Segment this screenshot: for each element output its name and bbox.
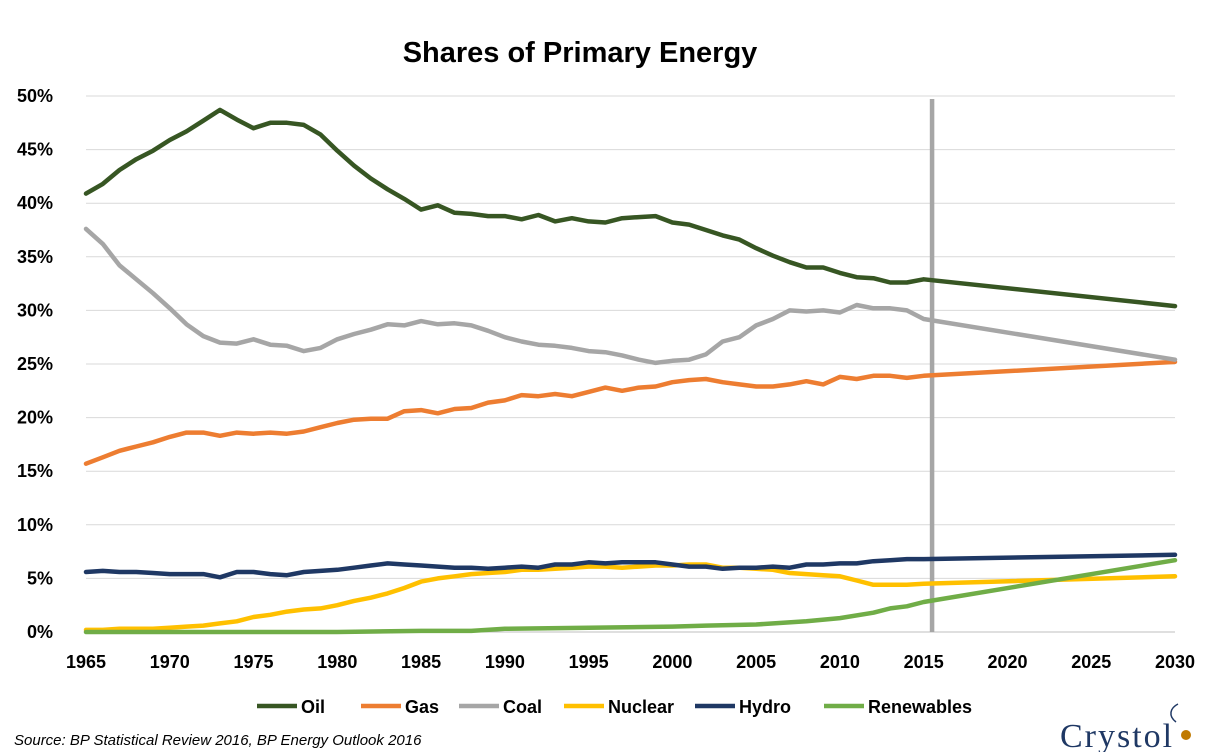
x-tick-label: 1985 bbox=[401, 652, 441, 672]
series-line-nuclear bbox=[83, 562, 1178, 633]
x-tick-label: 1975 bbox=[234, 652, 274, 672]
y-tick-label: 45% bbox=[17, 140, 53, 160]
legend-label-hydro: Hydro bbox=[739, 697, 791, 717]
x-tick-label: 2020 bbox=[987, 652, 1027, 672]
x-tick-label: 1965 bbox=[66, 652, 106, 672]
x-tick-label: 2010 bbox=[820, 652, 860, 672]
y-tick-label: 30% bbox=[17, 300, 53, 320]
x-tick-label: 2015 bbox=[904, 652, 944, 672]
crystol-logo: Crystol bbox=[1060, 703, 1191, 752]
legend-label-nuclear: Nuclear bbox=[608, 697, 674, 717]
y-tick-label: 0% bbox=[27, 622, 53, 642]
y-tick-label: 40% bbox=[17, 193, 53, 213]
x-tick-label: 1980 bbox=[317, 652, 357, 672]
series-line-oil bbox=[83, 107, 1178, 309]
x-tick-label: 1970 bbox=[150, 652, 190, 672]
x-tick-label: 1990 bbox=[485, 652, 525, 672]
y-tick-label: 50% bbox=[17, 86, 53, 106]
series-line-renewables bbox=[83, 557, 1178, 635]
x-tick-label: 2000 bbox=[652, 652, 692, 672]
y-tick-label: 15% bbox=[17, 461, 53, 481]
x-tick-label: 2025 bbox=[1071, 652, 1111, 672]
y-tick-label: 10% bbox=[17, 515, 53, 535]
series-line-hydro bbox=[83, 552, 1178, 580]
y-tick-label: 5% bbox=[27, 568, 53, 588]
x-tick-label: 2005 bbox=[736, 652, 776, 672]
source-note: Source: BP Statistical Review 2016, BP E… bbox=[14, 732, 422, 749]
series-lines bbox=[83, 107, 1178, 635]
logo-drop-icon bbox=[1181, 730, 1191, 740]
legend-label-gas: Gas bbox=[405, 697, 439, 717]
x-tick-label: 2030 bbox=[1155, 652, 1195, 672]
x-axis-ticks: 1965 1970 1975 1980 1985 1990 1995 2000 2005 2010… bbox=[66, 652, 1195, 672]
legend-label-coal: Coal bbox=[503, 697, 542, 717]
y-tick-label: 35% bbox=[17, 247, 53, 267]
y-tick-label: 25% bbox=[17, 354, 53, 374]
series-line-coal bbox=[83, 226, 1178, 366]
legend-label-renewables: Renewables bbox=[868, 697, 972, 717]
logo-swoosh bbox=[1170, 703, 1179, 723]
logo-text: Crystol bbox=[1060, 718, 1174, 752]
y-tick-label: 20% bbox=[17, 408, 53, 428]
series-line-gas bbox=[83, 359, 1178, 466]
legend: Oil Gas Coal Nuclear Hydro Renewables bbox=[257, 697, 972, 717]
gridlines bbox=[86, 95, 1175, 579]
chart-title: Shares of Primary Energy bbox=[403, 37, 758, 69]
x-tick-label: 1995 bbox=[569, 652, 609, 672]
legend-label-oil: Oil bbox=[301, 697, 325, 717]
y-axis-ticks: 0% 5% 10% 15% 20% 25% 30% 35% 40% 45% 50% bbox=[17, 86, 53, 642]
